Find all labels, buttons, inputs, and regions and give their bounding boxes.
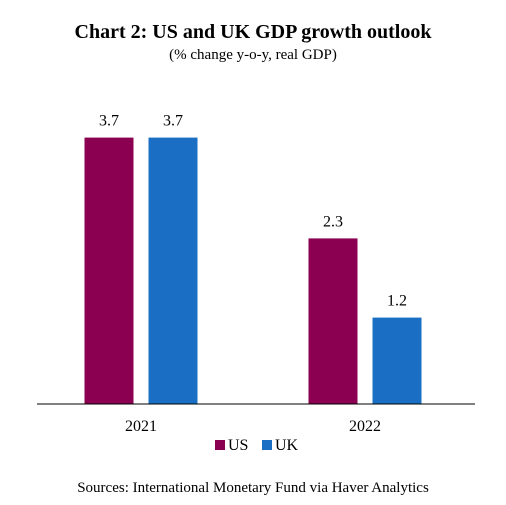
bar-uk-2021 — [148, 137, 198, 404]
data-label-uk-2021: 3.7 — [163, 113, 183, 130]
legend: US UK — [215, 437, 299, 454]
bar-us-2021 — [84, 137, 134, 404]
data-label-us-2022: 2.3 — [323, 213, 343, 230]
legend-label-uk: UK — [275, 437, 299, 454]
data-label-us-2021: 3.7 — [99, 113, 119, 130]
chart-title: Chart 2: US and UK GDP growth outlook — [75, 21, 433, 43]
chart-subtitle: (% change y-o-y, real GDP) — [169, 47, 337, 63]
bar-us-2022 — [308, 238, 358, 404]
x-tick-label: 2021 — [125, 418, 157, 435]
data-label-uk-2022: 1.2 — [387, 293, 407, 310]
bar-uk-2022 — [372, 317, 422, 404]
legend-label-us: US — [228, 437, 248, 454]
plot-area: 3.7 3.7 2.3 1.2 — [84, 113, 422, 404]
source-note: Sources: International Monetary Fund via… — [77, 480, 429, 496]
legend-swatch-uk — [262, 440, 272, 450]
x-axis-ticks: 2021 2022 — [125, 418, 381, 435]
legend-swatch-us — [215, 440, 225, 450]
x-tick-label: 2022 — [349, 418, 381, 435]
